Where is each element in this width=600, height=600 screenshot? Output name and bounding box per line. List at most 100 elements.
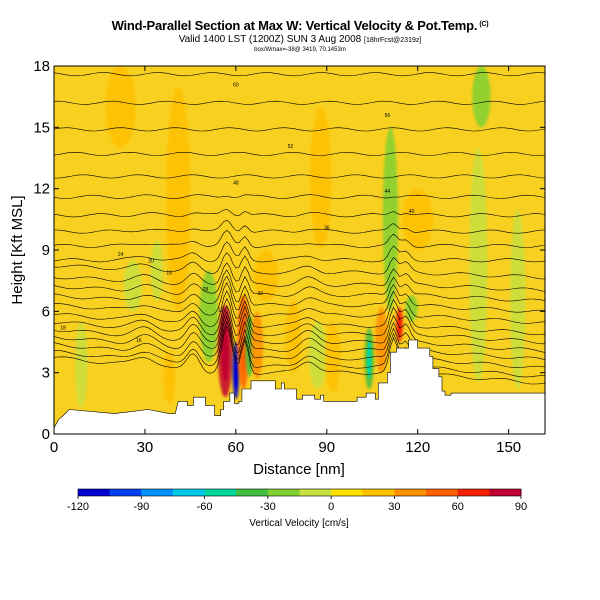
isentrope-line xyxy=(54,194,545,199)
isentrope-line xyxy=(54,72,545,77)
isentrope-line xyxy=(54,174,545,179)
colorbar-segment xyxy=(141,489,174,496)
colorbar-segment xyxy=(426,489,459,496)
colorbar-tick-label: -60 xyxy=(197,501,213,513)
isentrope-line xyxy=(54,209,545,218)
contour-label: 28 xyxy=(203,287,209,293)
colorbar-tick-label: 90 xyxy=(515,501,527,513)
isentrope-line xyxy=(54,311,545,360)
y-tick-label: 6 xyxy=(42,303,50,320)
colorbar-segment xyxy=(78,489,111,496)
isentrope-line xyxy=(54,100,545,105)
isentrope-line xyxy=(54,241,545,263)
isentrope-contours: 18 16 12 16 20 24 28 32 36 40 44 48 52 56 60 xyxy=(54,72,545,385)
velocity-cell xyxy=(510,209,526,390)
contour-label: 52 xyxy=(288,144,294,150)
plot-area: 18 16 12 16 20 24 28 32 36 40 44 48 52 56 60 xyxy=(53,65,546,435)
contour-label: 18 xyxy=(60,326,66,332)
colorbar-segment xyxy=(299,489,332,496)
y-tick-label: 15 xyxy=(33,119,50,136)
velocity-cell xyxy=(166,86,191,312)
isentrope-line xyxy=(54,127,545,132)
contour-label: 44 xyxy=(385,189,391,195)
isentrope-line xyxy=(54,275,545,313)
isentrope-line xyxy=(54,282,545,324)
velocity-cell xyxy=(285,301,301,373)
x-axis-ticks: 0 30 60 90 120 150 xyxy=(50,66,521,456)
colorbar: -120 -90 -60 -30 0 30 60 90 xyxy=(67,488,527,513)
contour-label: 20 xyxy=(148,258,154,264)
contour-label: 56 xyxy=(385,113,391,119)
colorbar-tick-label: 60 xyxy=(452,501,464,513)
isentrope-line xyxy=(54,315,545,368)
velocity-cell xyxy=(472,66,491,128)
colorbar-tick-label: 30 xyxy=(388,501,400,513)
isentrope-line xyxy=(54,229,545,248)
velocity-cell xyxy=(150,239,164,302)
y-tick-label: 0 xyxy=(42,426,50,443)
plot-background xyxy=(54,66,545,434)
isentrope-line xyxy=(54,269,545,302)
x-tick-label: 0 xyxy=(50,439,58,456)
isentrope-line xyxy=(54,151,545,156)
contour-label: 24 xyxy=(118,252,124,258)
velocity-cell xyxy=(199,270,218,363)
contour-label: 12 xyxy=(218,307,224,313)
colorbar-segment xyxy=(394,489,427,496)
x-axis-title: Distance [nm] xyxy=(253,461,345,478)
forecast-info: [18hrFcst@2319z] xyxy=(364,37,422,44)
colorbar-tick-label: 0 xyxy=(328,501,334,513)
colorbar-segment xyxy=(204,489,237,496)
colorbar-segment xyxy=(362,489,395,496)
x-tick-label: 150 xyxy=(496,439,521,456)
box-info: box/Wmax=-38@ 3419, 70.1453m xyxy=(254,47,346,53)
isentrope-line xyxy=(54,325,545,385)
y-axis-title: Height [Kft MSL] xyxy=(9,195,26,304)
velocity-cell xyxy=(308,321,327,389)
x-tick-label: 120 xyxy=(405,439,430,456)
velocity-cell xyxy=(105,66,136,148)
isentrope-line xyxy=(54,262,545,292)
contour-label: 48 xyxy=(233,181,239,187)
velocity-cell xyxy=(405,295,418,322)
title-block: Wind-Parallel Section at Max W: Vertical… xyxy=(0,18,600,54)
x-tick-label: 30 xyxy=(137,439,154,456)
colorbar-frame xyxy=(77,488,522,497)
colorbar-tick-label: -30 xyxy=(260,501,276,513)
contour-label: 16 xyxy=(136,338,142,344)
velocity-cell xyxy=(251,311,264,379)
colorbar-title: Vertical Velocity [cm/s] xyxy=(249,518,349,529)
contour-label: 36 xyxy=(324,226,330,232)
valid-time: Valid 1400 LST (1200Z) SUN 3 Aug 2008 xyxy=(178,34,362,45)
colorbar-segment xyxy=(489,489,522,496)
velocity-cell xyxy=(75,321,88,408)
y-tick-label: 12 xyxy=(33,181,50,198)
contour-label: 32 xyxy=(257,291,263,297)
isentrope-line xyxy=(54,297,545,345)
contour-label: 60 xyxy=(233,82,239,88)
velocity-core xyxy=(367,341,372,379)
isentrope-line xyxy=(54,219,545,234)
y-tick-label: 3 xyxy=(42,365,50,382)
isentrope-line xyxy=(54,305,545,353)
terrain xyxy=(53,339,546,435)
contour-label: 16 xyxy=(166,271,172,277)
colorbar-tick-label: -120 xyxy=(67,501,89,513)
isentrope-line xyxy=(54,252,545,280)
isentrope-line xyxy=(54,290,545,335)
colorbar-segment xyxy=(331,489,364,496)
colorbar-segment xyxy=(109,489,142,496)
isentrope-line xyxy=(54,320,545,378)
colorbar-segment xyxy=(236,489,269,496)
velocity-core xyxy=(397,315,402,336)
velocity-cell xyxy=(254,250,279,302)
x-tick-label: 90 xyxy=(318,439,335,456)
velocity-cell xyxy=(402,188,433,250)
velocity-cell xyxy=(382,127,398,312)
chart-title: Wind-Parallel Section at Max W: Vertical… xyxy=(111,18,478,33)
colorbar-tick-label: -90 xyxy=(133,501,149,513)
velocity-cell xyxy=(469,147,488,383)
colorbar-segment xyxy=(172,489,205,496)
